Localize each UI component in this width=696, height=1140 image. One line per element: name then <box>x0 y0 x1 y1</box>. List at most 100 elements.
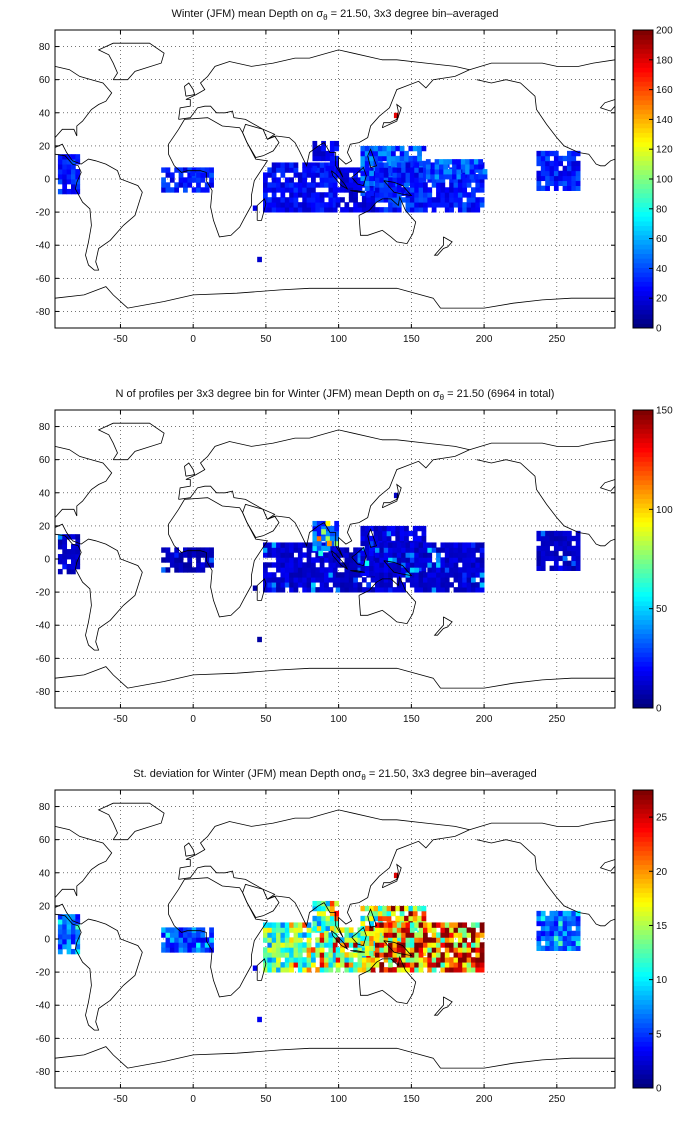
data-bin <box>329 530 335 537</box>
data-bin <box>392 957 398 963</box>
data-bin <box>562 565 568 571</box>
data-bin <box>562 185 568 191</box>
data-bin <box>276 587 281 593</box>
colorbar-segment <box>633 127 653 133</box>
data-bin <box>332 942 338 948</box>
data-bin <box>276 967 281 973</box>
data-bin <box>427 937 433 943</box>
data-bin <box>319 172 325 178</box>
data-bin <box>183 552 188 558</box>
data-bin <box>553 910 559 917</box>
data-bin <box>361 962 367 968</box>
data-bin <box>267 937 273 943</box>
data-bin <box>263 957 268 963</box>
map-chart-profile-count: -50 0 50 100 150 200 250-80-60-40-200204060800… <box>36 406 674 726</box>
data-bin <box>280 927 286 933</box>
data-bin <box>353 567 358 573</box>
data-bin <box>328 177 334 183</box>
data-bin <box>392 572 398 578</box>
data-bin <box>174 547 180 553</box>
data-bin <box>165 187 171 193</box>
colorbar-segment <box>633 48 653 54</box>
data-bin <box>553 945 559 951</box>
data-bin <box>444 187 450 193</box>
data-bin <box>431 942 437 948</box>
y-tick-label: -20 <box>36 588 51 599</box>
data-bin <box>436 577 441 583</box>
data-bin <box>466 927 472 933</box>
data-bin <box>348 957 354 963</box>
data-bin <box>404 155 409 162</box>
data-bin <box>293 192 299 198</box>
colorbar-segment <box>633 202 653 208</box>
data-bin <box>571 920 577 927</box>
colorbar-segment <box>633 966 653 973</box>
data-bin <box>297 187 303 193</box>
data-bin <box>567 530 572 537</box>
data-bin <box>414 192 420 198</box>
data-bin <box>306 967 312 973</box>
data-bin <box>169 947 175 953</box>
colorbar-segment <box>633 563 653 569</box>
data-bin <box>344 557 350 563</box>
data-bin <box>165 927 171 933</box>
data-bin <box>396 202 402 208</box>
data-bin <box>267 957 273 963</box>
data-bin <box>353 207 358 213</box>
data-bin <box>328 967 334 973</box>
data-bin <box>562 535 568 542</box>
data-bin <box>71 179 76 185</box>
data-bin <box>373 525 379 532</box>
data-bin <box>169 927 175 933</box>
data-bin <box>280 587 286 593</box>
data-bin <box>562 180 568 187</box>
data-bin <box>379 557 385 563</box>
data-bin <box>391 145 396 152</box>
data-bin <box>540 930 546 937</box>
data-bin <box>545 530 550 537</box>
data-bin <box>383 967 389 973</box>
data-bin <box>436 587 441 593</box>
colorbar-tick-label: 20 <box>656 294 668 305</box>
colorbar-segment <box>633 568 653 574</box>
data-bin <box>293 952 299 958</box>
data-bin <box>271 947 277 953</box>
data-bin <box>75 544 81 550</box>
data-bin <box>293 172 299 178</box>
data-bin <box>377 145 383 152</box>
data-bin <box>276 942 281 948</box>
data-bin <box>289 967 294 973</box>
data-bin <box>334 155 340 162</box>
data-bin <box>465 169 470 175</box>
data-bin <box>209 552 214 558</box>
y-tick-label: -60 <box>36 654 51 665</box>
data-bin <box>395 915 401 922</box>
data-bin <box>475 207 481 213</box>
colorbar-segment <box>633 817 653 824</box>
coastline <box>381 103 402 129</box>
data-bin <box>553 930 559 937</box>
data-bin <box>306 947 312 953</box>
data-bin <box>289 942 294 948</box>
data-bin <box>427 927 433 933</box>
data-bin <box>540 165 546 172</box>
data-bin <box>293 562 299 568</box>
data-bin <box>306 937 312 943</box>
data-bin <box>353 562 358 568</box>
data-bin <box>375 957 380 963</box>
data-bin <box>479 202 485 208</box>
y-tick-label: 80 <box>39 802 51 813</box>
data-bin <box>319 582 325 588</box>
data-bin <box>316 530 322 537</box>
colorbar-tick-label: 150 <box>656 406 673 417</box>
data-bin <box>388 582 393 588</box>
data-bin <box>396 207 402 213</box>
data-bin <box>405 547 411 553</box>
data-bin <box>293 547 299 553</box>
data-bin <box>302 202 308 208</box>
data-bin <box>71 939 76 945</box>
data-bin <box>562 940 568 947</box>
data-bin <box>562 155 568 162</box>
data-bin <box>191 187 197 193</box>
data-bin <box>379 927 385 933</box>
